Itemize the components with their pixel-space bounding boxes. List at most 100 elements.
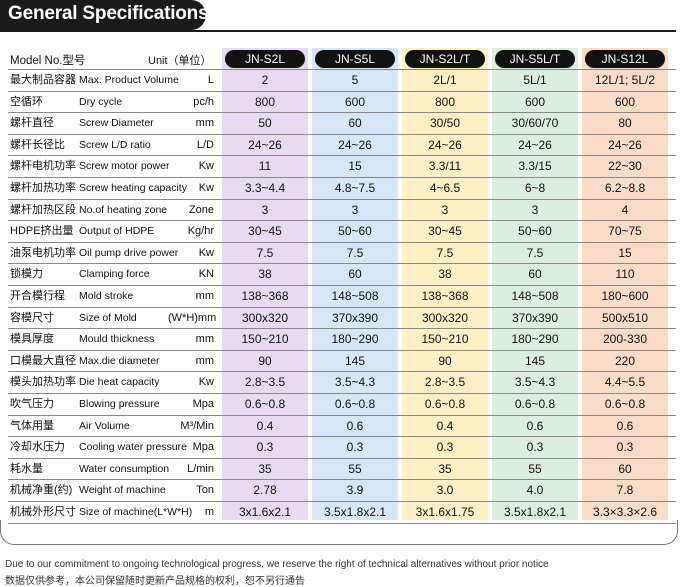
model-header: JN-S5L/T — [495, 50, 575, 68]
spec-row: 容模尺寸 Size of Mold (W*H)mm 300x320 370x390 300… — [8, 308, 676, 330]
model-label: Model No.型号 — [10, 55, 86, 67]
row-divider — [8, 284, 676, 286]
spec-value: 50 — [258, 116, 272, 131]
spec-name-cn: 容模尺寸 — [10, 311, 54, 324]
spec-value: 24~26 — [518, 137, 552, 152]
spec-value: 30/60/70 — [511, 116, 559, 131]
disclaimer-cn: 数据仅供参考，本公司保留随时更新产品规格的权利，恕不另行通告 — [5, 576, 305, 587]
spec-value: 0.6~0.8 — [604, 397, 646, 411]
model-header: JN-S5L — [315, 50, 395, 68]
spec-name-en: Mould thickness — [79, 333, 155, 346]
spec-unit: Zone — [188, 203, 214, 216]
spec-name-cn: 机械外形尺寸 — [10, 506, 76, 518]
spec-unit: L — [207, 74, 214, 86]
spec-value: 0.4 — [436, 418, 454, 433]
spec-value: 24~26 — [248, 137, 282, 152]
spec-value: 60 — [618, 461, 632, 476]
spec-name-en: Max. Product Volume — [79, 74, 179, 86]
spec-unit: Kg/hr — [187, 225, 214, 238]
spec-value: 60 — [528, 267, 542, 282]
spec-name-cn: 空循环 — [10, 95, 43, 108]
spec-row: 模头加热功率 Die heat capacity Kw 2.8~3.5 3.5~4.3 2… — [8, 372, 676, 394]
spec-value: 15 — [348, 159, 362, 174]
spec-value: 3.5~4.3 — [514, 375, 556, 390]
spec-name-cn: 耗水量 — [10, 462, 43, 475]
spec-value: 0.3 — [346, 440, 364, 455]
column-background — [582, 48, 668, 520]
spec-row: 螺杆直径 Screw Diameter mm 50 60 30/50 30/60/70 80 — [8, 113, 676, 135]
spec-name-en: Cooling water pressure — [79, 441, 187, 454]
row-divider — [8, 500, 676, 502]
spec-value: 3.0 — [436, 483, 454, 498]
spec-unit: Kw — [198, 376, 214, 389]
spec-value: 2.8~3.5 — [244, 375, 286, 390]
spec-name-cn: HDPE挤出量 — [10, 225, 74, 238]
column-background — [492, 48, 578, 520]
row-divider — [8, 263, 676, 265]
spec-name-en: Mold stroke — [79, 290, 134, 302]
spec-value: 3.9 — [346, 483, 364, 498]
spec-row: 最大制品容器 Max. Product Volume L 2 5 2L/1 5L/1 12L/… — [8, 70, 676, 92]
spec-name-cn: 开合模行程 — [10, 290, 65, 302]
spec-unit: (W*H)mm — [168, 311, 217, 324]
spec-row: 锁模力 Clamping force KN 38 60 38 60 110 — [8, 264, 676, 286]
row-divider — [8, 198, 676, 200]
spec-name-en: Blowing pressure — [79, 398, 160, 410]
spec-value: 2L/1 — [433, 73, 457, 87]
column-background — [222, 48, 308, 520]
spec-value: 138~368 — [421, 289, 469, 303]
spec-unit: pc/h — [193, 95, 214, 108]
spec-value: 800 — [434, 94, 456, 109]
spec-value: 300x320 — [241, 310, 289, 325]
row-divider — [8, 328, 676, 330]
spec-value: 4~6.5 — [429, 181, 461, 195]
spec-value: 70~75 — [608, 224, 642, 239]
spec-name-cn: 锁模力 — [10, 268, 43, 281]
spec-value: 35 — [438, 461, 452, 476]
spec-value: 150~210 — [421, 332, 469, 347]
column-background — [312, 48, 398, 520]
spec-value: 60 — [348, 116, 362, 131]
spec-value: 148~508 — [331, 289, 379, 303]
column-background — [402, 48, 488, 520]
page-title: General Specifications — [8, 3, 209, 24]
row-divider — [8, 220, 676, 222]
spec-name-en: Size of Mold — [79, 311, 137, 324]
spec-value: 7.5 — [346, 245, 364, 260]
spec-value: 0.3 — [256, 440, 274, 455]
spec-name-cn: 模头加热功率 — [10, 376, 76, 389]
spec-table: Model No.型号 Unit（单位） JN-S2L JN-S5L JN-S2L/… — [8, 48, 676, 524]
spec-unit: Kw — [198, 182, 214, 194]
spec-name-cn: 螺杆加热功率 — [10, 182, 76, 194]
spec-name-cn: 最大制品容器 — [10, 74, 76, 86]
unit-label: Unit（单位） — [148, 55, 212, 67]
spec-value: 80 — [618, 116, 632, 131]
spec-value: 180~290 — [511, 332, 559, 347]
spec-name-en: Clamping force — [79, 268, 150, 281]
spec-value: 4.0 — [526, 483, 544, 498]
spec-row: HDPE挤出量 Output of HDPE Kg/hr 30~45 50~60 30~4… — [8, 221, 676, 243]
spec-value: 148~508 — [511, 289, 559, 303]
spec-value: 6.2~8.8 — [604, 181, 646, 195]
spec-unit: KN — [198, 268, 214, 281]
spec-value: 220 — [614, 353, 636, 368]
spec-value: 180~290 — [331, 332, 379, 347]
spec-value: 4 — [621, 202, 629, 217]
spec-value: 2.78 — [253, 483, 277, 498]
spec-row: 吹气压力 Blowing pressure Mpa 0.6~0.8 0.6~0.8 0.6… — [8, 394, 676, 416]
title-bar: General Specifications — [0, 0, 209, 30]
spec-name-en: No.of heating zone — [79, 203, 168, 216]
spec-value: 3 — [351, 202, 359, 217]
spec-unit: mm — [195, 333, 214, 346]
spec-name-en: Air Volume — [79, 419, 130, 432]
row-divider — [8, 155, 676, 157]
spec-row: 螺杆加热功率 Screw heating capacity Kw 3.3~4.4 4.8… — [8, 178, 676, 200]
spec-value: 55 — [348, 461, 362, 476]
spec-value: 180~600 — [601, 289, 649, 303]
spec-value: 7.5 — [256, 245, 274, 260]
spec-value: 50~60 — [338, 224, 372, 239]
spec-value: 7.5 — [526, 245, 544, 260]
spec-name-cn: 吹气压力 — [10, 398, 54, 410]
row-divider — [8, 414, 676, 416]
model-header: JN-S12L — [585, 50, 665, 68]
